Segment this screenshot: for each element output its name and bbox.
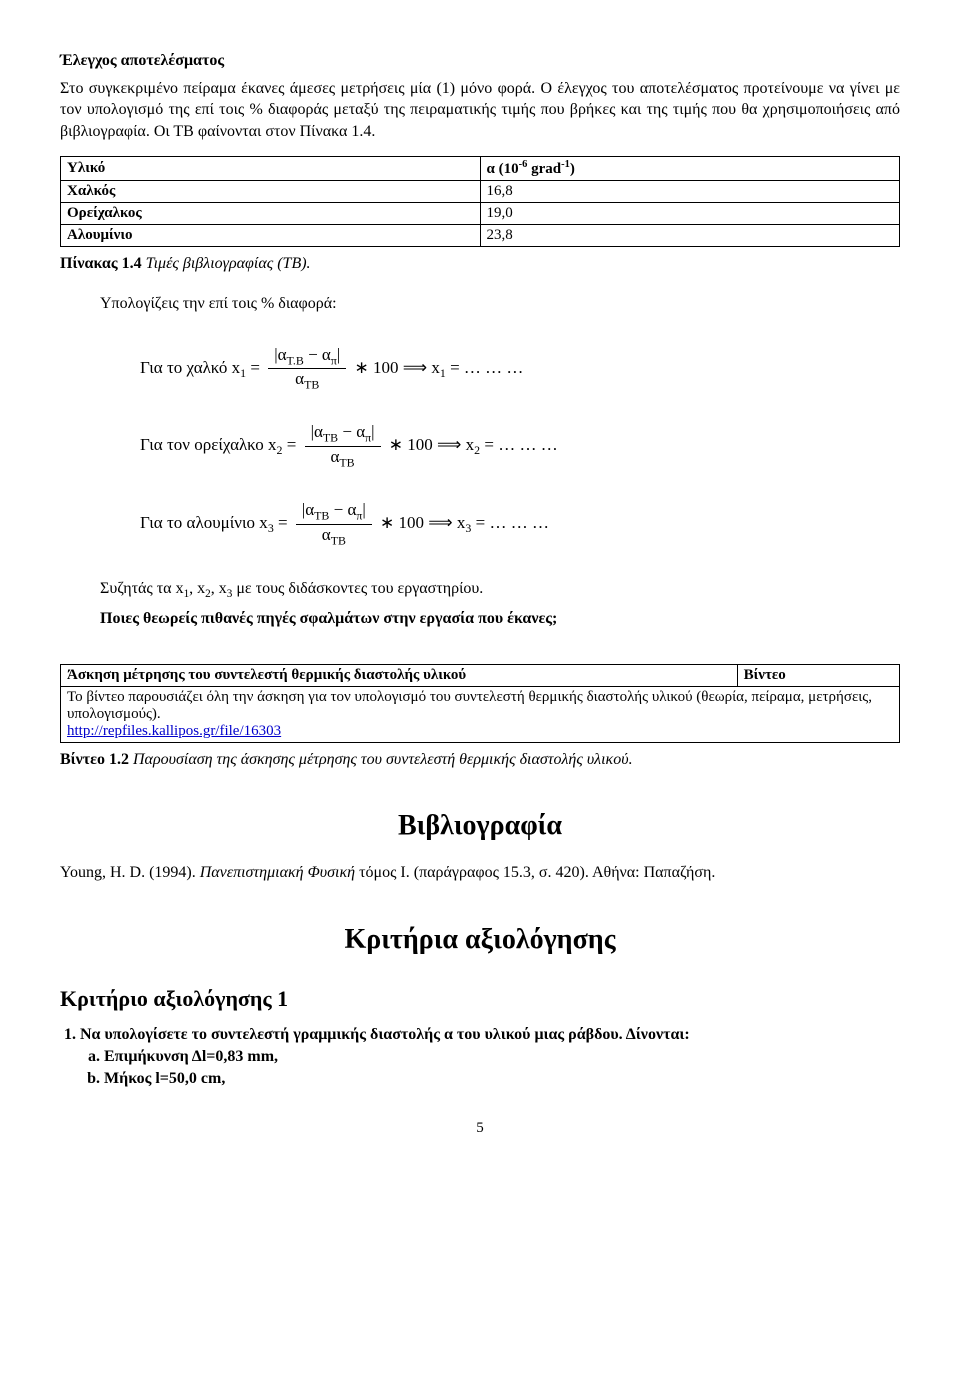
num-m: − α bbox=[329, 500, 356, 519]
frac-den: αΤΒ bbox=[305, 447, 381, 470]
f1-sub: 1 bbox=[240, 366, 246, 380]
num-m: − α bbox=[338, 422, 365, 441]
num-a: |α bbox=[311, 422, 323, 441]
video-caption: Βίντεο 1.2 Παρουσίαση της άσκησης μέτρησ… bbox=[60, 749, 900, 771]
f1-tail: ∗ 100 ⟹ x bbox=[355, 357, 440, 376]
criteria-item1-text: Να υπολογίσετε το συντελεστή γραμμικής δ… bbox=[80, 1026, 690, 1043]
criteria-item-1a: Επιμήκυνση Δl=0,83 mm, bbox=[104, 1048, 900, 1066]
col2-text: α (10 bbox=[487, 161, 519, 177]
frac-den: αΤΒ bbox=[296, 525, 372, 548]
video-label-cell: Βίντεο bbox=[737, 664, 899, 686]
materials-table: Υλικό α (10-6 grad-1) Χαλκός 16,8 Ορείχα… bbox=[60, 156, 900, 247]
col2-exp2: -1 bbox=[561, 159, 570, 170]
f3-sub: 3 bbox=[268, 521, 274, 535]
f2-label: Για τον ορείχαλκο x bbox=[140, 435, 277, 454]
table-row: Χαλκός 16,8 bbox=[61, 181, 900, 203]
f2-tail: ∗ 100 ⟹ x bbox=[389, 435, 474, 454]
formula-brass: Για τον ορείχαλκο x2 = |αΤΒ − απ| αΤΒ ∗ … bbox=[140, 422, 900, 470]
formula-copper: Για το χαλκό x1 = |αΤ.Β − απ| αΤΒ ∗ 100 … bbox=[140, 345, 900, 393]
table-row: Αλουμίνιο 23,8 bbox=[61, 225, 900, 247]
discuss-line1: Συζητάς τα x1, x2, x3 με τους διδάσκοντε… bbox=[100, 578, 900, 602]
frac-den: αΤΒ bbox=[268, 369, 346, 392]
num-a: |α bbox=[274, 345, 286, 364]
table-row: Ορείχαλκος 19,0 bbox=[61, 203, 900, 225]
criteria-heading: Κριτήρια αξιολόγησης bbox=[60, 924, 900, 956]
den-s: ΤΒ bbox=[304, 377, 319, 391]
bib-it: Πανεπιστημιακή Φυσική bbox=[200, 864, 355, 881]
frac-num: |αΤ.Β − απ| bbox=[268, 345, 346, 369]
table-row: Άσκηση μέτρησης του συντελεστή θερμικής … bbox=[61, 664, 900, 686]
col-header-material: Υλικό bbox=[61, 157, 481, 181]
f3-end: = … … … bbox=[471, 513, 549, 532]
video-caption-label: Βίντεο 1.2 bbox=[60, 751, 129, 768]
cell-value: 16,8 bbox=[480, 181, 900, 203]
d1d: με τους διδάσκοντες του εργαστηρίου. bbox=[232, 580, 483, 597]
video-table: Άσκηση μέτρησης του συντελεστή θερμικής … bbox=[60, 664, 900, 743]
calc-intro: Υπολογίζεις την επί τοις % διαφορά: bbox=[100, 293, 900, 315]
d1b: , x bbox=[189, 580, 205, 597]
frac-num: |αΤΒ − απ| bbox=[296, 500, 372, 524]
criteria-item-1b: Μήκος l=50,0 cm, bbox=[104, 1070, 900, 1088]
frac-num: |αΤΒ − απ| bbox=[305, 422, 381, 446]
den-a: α bbox=[322, 525, 331, 544]
num-a: |α bbox=[302, 500, 314, 519]
caption-text: Τιμές βιβλιογραφίας (ΤΒ). bbox=[142, 255, 311, 272]
cell-material: Αλουμίνιο bbox=[61, 225, 481, 247]
cell-material: Ορείχαλκος bbox=[61, 203, 481, 225]
den-s: ΤΒ bbox=[331, 533, 346, 547]
criteria-list: Να υπολογίσετε το συντελεστή γραμμικής δ… bbox=[80, 1026, 900, 1088]
cell-value: 19,0 bbox=[480, 203, 900, 225]
criteria-sublist: Επιμήκυνση Δl=0,83 mm, Μήκος l=50,0 cm, bbox=[104, 1048, 900, 1088]
criteria-item-1: Να υπολογίσετε το συντελεστή γραμμικής δ… bbox=[80, 1026, 900, 1088]
col2-unit: grad bbox=[527, 161, 561, 177]
num-s1: Τ.Β bbox=[287, 353, 304, 367]
video-link[interactable]: http://repfiles.kallipos.gr/file/16303 bbox=[67, 723, 281, 739]
cell-material: Χαλκός bbox=[61, 181, 481, 203]
col-header-alpha: α (10-6 grad-1) bbox=[480, 157, 900, 181]
bibliography-heading: Βιβλιογραφία bbox=[60, 810, 900, 842]
num-s1: ΤΒ bbox=[323, 431, 338, 445]
num-c: | bbox=[337, 345, 340, 364]
num-c: | bbox=[371, 422, 374, 441]
video-body-cell: Το βίντεο παρουσιάζει όλη την άσκηση για… bbox=[61, 686, 900, 742]
num-c: | bbox=[362, 500, 365, 519]
heading-text: Έλεγχος αποτελέσματος bbox=[60, 52, 224, 69]
bib-a: Young, H. D. (1994). bbox=[60, 864, 200, 881]
fraction: |αΤΒ − απ| αΤΒ bbox=[305, 422, 381, 470]
table-row: Το βίντεο παρουσιάζει όλη την άσκηση για… bbox=[61, 686, 900, 742]
discuss-line2: Ποιες θεωρείς πιθανές πηγές σφαλμάτων στ… bbox=[100, 608, 900, 630]
d1a: Συζητάς τα x bbox=[100, 580, 184, 597]
f2-end: = … … … bbox=[480, 435, 558, 454]
f1-end: = … … … bbox=[446, 357, 524, 376]
fraction: |αΤ.Β − απ| αΤΒ bbox=[268, 345, 346, 393]
caption-label: Πίνακας 1.4 bbox=[60, 255, 142, 272]
video-caption-text: Παρουσίαση της άσκησης μέτρησης του συντ… bbox=[129, 751, 633, 768]
f1-label: Για το χαλκό x bbox=[140, 357, 240, 376]
f3-label: Για το αλουμίνιο x bbox=[140, 513, 268, 532]
bib-b: τόμος Ι. (παράγραφος 15.3, σ. 420). Αθήν… bbox=[355, 864, 715, 881]
f2-sub: 2 bbox=[277, 444, 283, 458]
fraction: |αΤΒ − απ| αΤΒ bbox=[296, 500, 372, 548]
video-title-cell: Άσκηση μέτρησης του συντελεστή θερμικής … bbox=[61, 664, 738, 686]
table-row: Υλικό α (10-6 grad-1) bbox=[61, 157, 900, 181]
d1c: , x bbox=[211, 580, 227, 597]
page-number: 5 bbox=[60, 1118, 900, 1138]
f3-tail: ∗ 100 ⟹ x bbox=[380, 513, 465, 532]
den-s: ΤΒ bbox=[339, 455, 354, 469]
section-heading: Έλεγχος αποτελέσματος bbox=[60, 50, 900, 72]
num-s1: ΤΒ bbox=[314, 509, 329, 523]
formula-aluminium: Για το αλουμίνιο x3 = |αΤΒ − απ| αΤΒ ∗ 1… bbox=[140, 500, 900, 548]
intro-paragraph: Στο συγκεκριμένο πείραμα έκανες άμεσες μ… bbox=[60, 78, 900, 143]
col2-close: ) bbox=[570, 161, 575, 177]
criteria-sub-heading: Κριτήριο αξιολόγησης 1 bbox=[60, 986, 900, 1012]
cell-value: 23,8 bbox=[480, 225, 900, 247]
video-body-text: Το βίντεο παρουσιάζει όλη την άσκηση για… bbox=[67, 689, 872, 722]
den-a: α bbox=[295, 369, 304, 388]
bibliography-entry: Young, H. D. (1994). Πανεπιστημιακή Φυσι… bbox=[60, 862, 900, 884]
table-caption: Πίνακας 1.4 Τιμές βιβλιογραφίας (ΤΒ). bbox=[60, 253, 900, 275]
num-m: − α bbox=[304, 345, 331, 364]
